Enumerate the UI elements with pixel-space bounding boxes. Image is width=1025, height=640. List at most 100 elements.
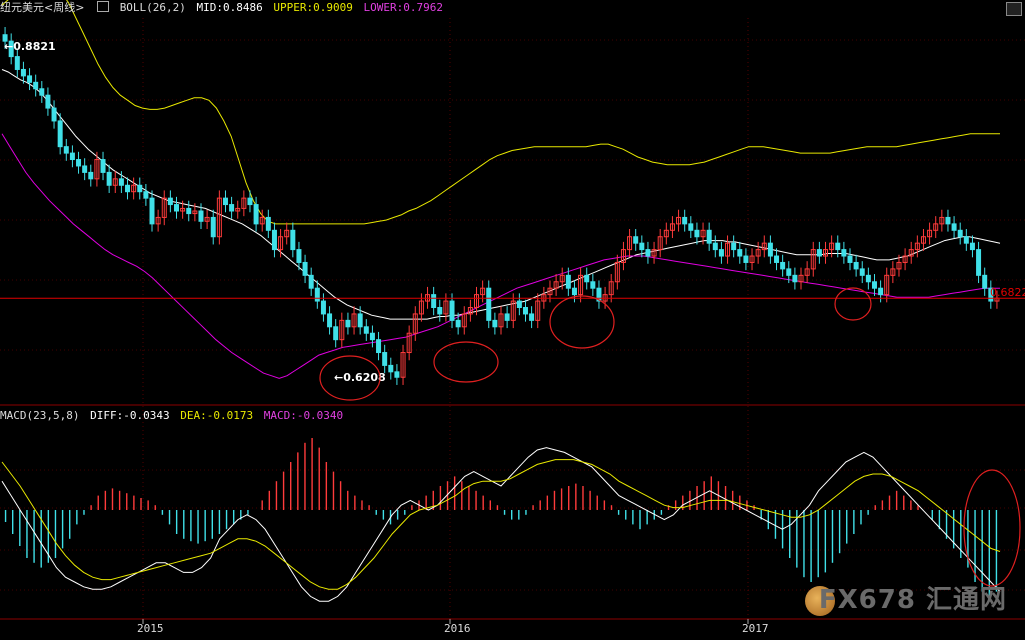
candle-body [755, 249, 761, 257]
candle-body [718, 249, 724, 257]
fx678-logo-icon [805, 586, 835, 616]
candle-body [320, 300, 326, 315]
boll-icon [97, 1, 110, 12]
candle-body [988, 287, 994, 302]
candle-body [749, 255, 755, 263]
candle-body [443, 300, 449, 315]
candle-body [400, 352, 406, 378]
x-tick-label: 2015 [137, 622, 164, 635]
candle-body [578, 274, 584, 296]
macd-dea-value: DEA:-0.0173 [180, 409, 254, 422]
candle-body [51, 107, 57, 122]
candle-body [345, 319, 351, 328]
candle-body [584, 274, 590, 283]
candle-body [418, 300, 424, 315]
candle-body [596, 287, 602, 302]
low-price-label: ←0.6208 [334, 371, 386, 384]
candle-body [835, 242, 841, 251]
candle-body [290, 229, 296, 251]
candle-body [388, 364, 394, 373]
candle-body [884, 274, 890, 296]
candle-body [69, 152, 75, 161]
candle-body [369, 332, 375, 341]
candle-body [302, 261, 308, 276]
candle-body [927, 229, 933, 238]
candle-body [492, 319, 498, 328]
candle-body [94, 159, 100, 180]
candle-body [823, 249, 829, 257]
candle-body [657, 236, 663, 251]
support-price-label: 0.6822 [990, 286, 1025, 299]
candle-body [180, 207, 186, 212]
period-label[interactable]: <周线> [44, 1, 85, 14]
candle-body [663, 229, 669, 238]
candle-body [149, 197, 155, 225]
candle-body [669, 223, 675, 231]
candle-body [920, 236, 926, 244]
candle-body [339, 319, 345, 341]
boll-mid-value: MID:0.8486 [196, 1, 263, 14]
candle-body [210, 216, 216, 238]
annotation-circle [549, 295, 615, 349]
candle-body [229, 204, 235, 212]
candle-body [14, 56, 20, 70]
candle-body [437, 307, 443, 315]
candle-body [241, 197, 247, 209]
candle-body [253, 204, 259, 225]
candle-body [731, 242, 737, 251]
candle-body [535, 300, 541, 321]
boll-upper-value: UPPER:0.9009 [273, 1, 353, 14]
candle-body [198, 210, 204, 222]
candle-body [284, 229, 290, 238]
candle-body [333, 326, 339, 341]
candle-body [376, 339, 382, 354]
candle-body [204, 216, 210, 222]
candle-body [431, 294, 437, 308]
candle-body [106, 171, 112, 186]
candle-body [45, 94, 51, 109]
candle-body [480, 287, 486, 296]
candle-body [676, 216, 682, 225]
candle-body [896, 261, 902, 270]
high-price-label: ←0.8821 [4, 40, 56, 53]
candle-body [945, 216, 951, 225]
x-tick-label: 2016 [444, 622, 471, 635]
annotation-circle [433, 341, 499, 383]
candle-body [259, 216, 265, 225]
candle-body [27, 75, 33, 83]
candle-body [522, 307, 528, 315]
candle-body [816, 249, 822, 257]
candle-body [559, 274, 565, 283]
candle-body [357, 313, 363, 328]
candle-body [565, 274, 571, 289]
candle-body [859, 268, 865, 276]
candle-body [608, 281, 614, 296]
candle-body [614, 261, 620, 283]
candle-body [829, 242, 835, 251]
x-tick-label: 2017 [742, 622, 769, 635]
candle-body [57, 120, 63, 148]
candle-body [39, 88, 45, 96]
candle-body [743, 255, 749, 263]
candle-body [706, 229, 712, 244]
candle-body [847, 255, 853, 263]
macd-macd-value: MACD:-0.0340 [263, 409, 344, 422]
candle-body [902, 255, 908, 263]
annotation-circle [319, 355, 381, 401]
candle-body [2, 34, 8, 42]
candle-body [20, 68, 26, 77]
macd-annotation-circle [963, 469, 1021, 587]
candle-body [804, 268, 810, 276]
candle-body [571, 287, 577, 296]
annotation-circle [834, 287, 872, 321]
candle-body [963, 236, 969, 244]
main-indicator-header: 纽元美元<周线> BOLL(26,2) MID:0.8486 UPPER:0.9… [0, 0, 447, 16]
candle-body [186, 207, 192, 215]
candle-body [137, 184, 143, 193]
candle-body [694, 229, 700, 238]
candle-body [939, 216, 945, 225]
candle-body [627, 236, 633, 251]
panel-menu-button[interactable] [1006, 2, 1022, 16]
candle-body [853, 261, 859, 270]
